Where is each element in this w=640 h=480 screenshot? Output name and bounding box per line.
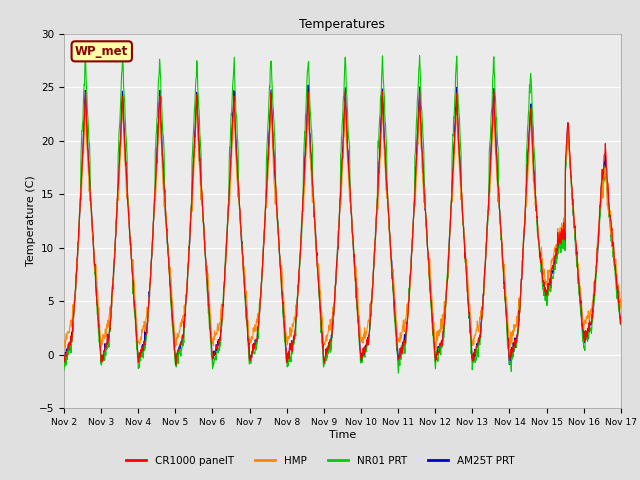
Legend: CR1000 panelT, HMP, NR01 PRT, AM25T PRT: CR1000 panelT, HMP, NR01 PRT, AM25T PRT: [122, 452, 518, 470]
Text: WP_met: WP_met: [75, 45, 129, 58]
Y-axis label: Temperature (C): Temperature (C): [26, 175, 36, 266]
X-axis label: Time: Time: [329, 430, 356, 440]
Title: Temperatures: Temperatures: [300, 18, 385, 31]
